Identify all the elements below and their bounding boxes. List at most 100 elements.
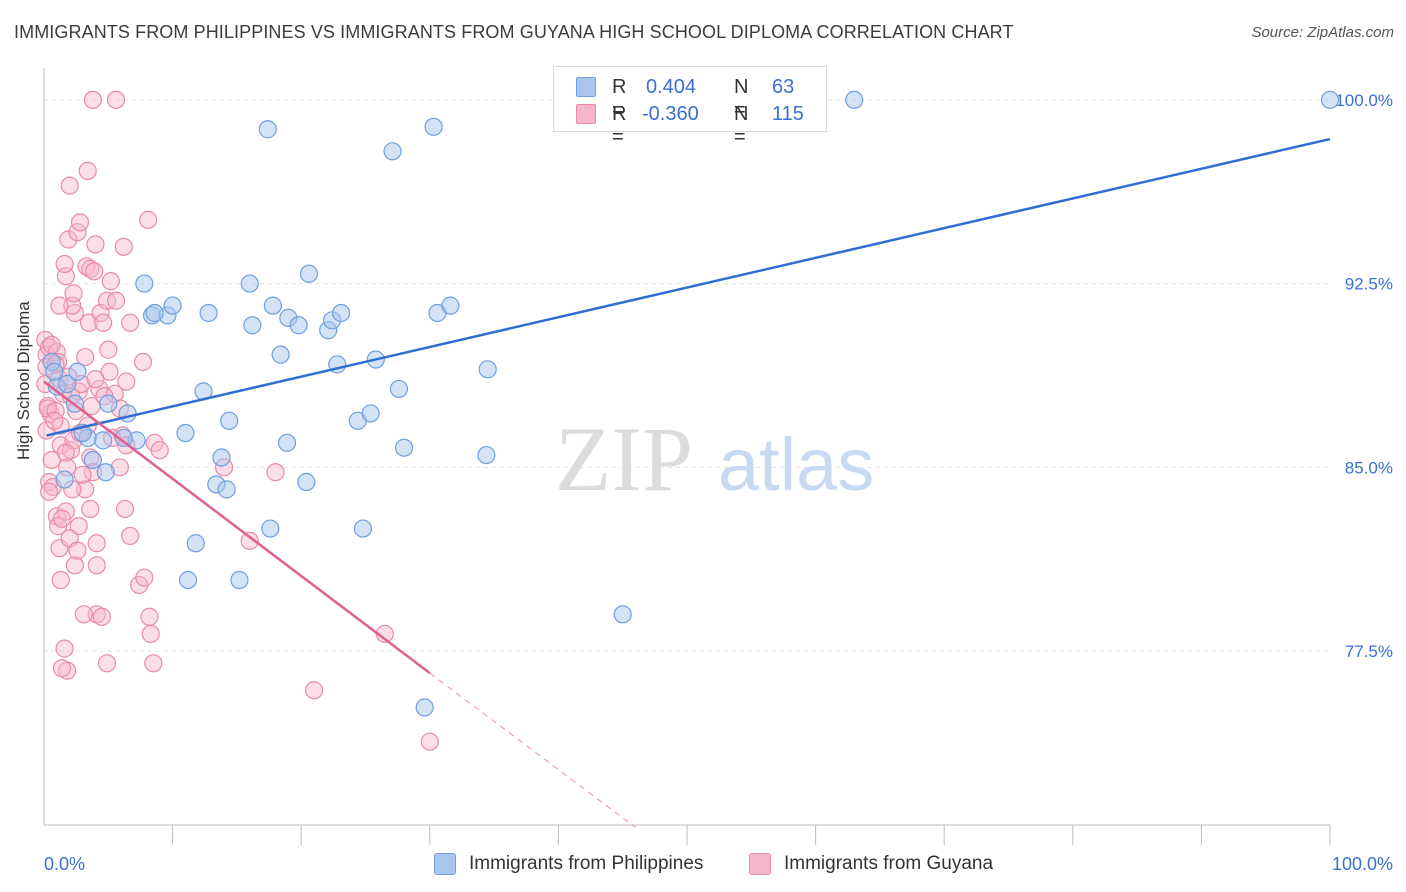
philippines-point	[96, 463, 115, 482]
guyana-point	[139, 210, 158, 229]
y-tick-label: 77.5%	[1345, 642, 1393, 661]
guyana-point	[97, 654, 117, 673]
correlation-legend: R = 0.404 N = 63 R = -0.360 N = 115	[553, 66, 827, 148]
guyana-point	[101, 272, 120, 291]
philippines-point	[353, 519, 373, 538]
philippines-point	[383, 142, 402, 161]
philippines-point	[277, 433, 297, 452]
y-tick-label: 100.0%	[1335, 91, 1393, 110]
guyana-point	[40, 482, 59, 501]
guyana-point	[60, 176, 79, 195]
guyana-point	[121, 526, 140, 546]
legend-r-label: R =	[612, 103, 627, 148]
philippines-point	[199, 303, 218, 323]
philippines-trend-line	[46, 137, 1331, 437]
guyana-point	[133, 352, 153, 372]
philippines-point	[68, 362, 87, 381]
philippines-point	[331, 303, 351, 323]
philippines-point	[289, 316, 308, 335]
legend-r-value: -0.360	[642, 103, 699, 125]
axes	[43, 68, 1331, 845]
guyana-point	[117, 372, 136, 391]
guyana-point	[68, 541, 87, 560]
philippines-point	[297, 472, 316, 492]
philippines-point	[271, 345, 290, 364]
philippines-point	[478, 360, 497, 379]
guyana-point	[99, 340, 118, 359]
philippines-point	[240, 274, 259, 293]
guyana-point	[85, 262, 104, 281]
philippines-point	[186, 534, 205, 553]
guyana-point	[70, 213, 90, 232]
guyana-trend-line	[43, 380, 431, 675]
guyana-point	[106, 90, 126, 109]
y-axis-label: High School Diploma	[14, 301, 33, 460]
guyana-point	[55, 254, 74, 274]
guyana-point	[114, 237, 133, 256]
philippines-point	[220, 411, 239, 430]
guyana-point	[74, 605, 93, 624]
legend-swatch-pink	[576, 104, 596, 124]
guyana-trend-extension	[429, 672, 636, 828]
guyana-point	[266, 463, 285, 482]
guyana-point	[65, 556, 84, 575]
guyana-point	[115, 499, 135, 519]
philippines-point	[212, 448, 231, 467]
philippines-point	[1320, 90, 1340, 109]
guyana-point	[304, 681, 324, 700]
guyana-point	[64, 284, 83, 303]
guyana-point	[240, 531, 259, 550]
legend-n-value: 63	[772, 76, 795, 98]
guyana-point	[135, 568, 154, 587]
guyana-point	[55, 639, 74, 658]
trend-lines	[43, 137, 1331, 828]
philippines-point	[83, 450, 102, 470]
philippines-point	[415, 698, 434, 717]
philippines-point	[230, 570, 249, 590]
philippines-point	[58, 374, 77, 394]
legend-swatch-blue	[576, 77, 596, 97]
guyana-point	[81, 499, 100, 519]
watermark-atlas: atlas	[718, 423, 874, 506]
bottom-legend-label: Immigrants from Philippines	[469, 853, 704, 874]
philippines-point	[114, 428, 133, 448]
guyana-point	[52, 659, 72, 678]
philippines-point	[243, 316, 262, 335]
bottom-legend-swatch-blue	[434, 853, 456, 875]
tick-labels: 77.5% 85.0% 92.5% 100.0% 0.0% 100.0%	[44, 91, 1393, 874]
philippines-point	[361, 404, 380, 423]
philippines-point	[55, 470, 74, 489]
philippines-point	[477, 445, 496, 465]
guyana-point	[65, 303, 84, 323]
legend-n-label: N =	[734, 76, 749, 121]
guyana-point	[94, 313, 113, 332]
philippines-point	[845, 90, 864, 109]
legend-n-label: N =	[734, 103, 749, 148]
philippines-point	[263, 296, 283, 315]
philippines-point	[261, 519, 280, 538]
legend-r-label: R =	[612, 76, 627, 121]
philippines-point	[258, 120, 277, 139]
guyana-point	[42, 335, 61, 354]
bottom-legend-label: Immigrants from Guyana	[784, 853, 994, 874]
philippines-point	[217, 480, 236, 499]
guyana-point	[144, 654, 163, 673]
philippines-point	[424, 117, 443, 136]
philippines-point	[99, 394, 118, 413]
guyana-point	[87, 534, 106, 553]
guyana-point	[121, 313, 140, 332]
guyana-point	[106, 291, 126, 310]
source-label: Source: ZipAtlas.com	[1251, 24, 1394, 41]
guyana-point	[140, 607, 159, 626]
guyana-point	[45, 411, 64, 430]
guyana-point	[141, 624, 160, 644]
philippines-point	[176, 423, 195, 443]
philippines-points	[42, 90, 1340, 717]
watermark-zip: ZIP	[555, 408, 693, 510]
philippines-point	[145, 303, 164, 323]
philippines-point	[135, 274, 154, 293]
philippines-point	[163, 296, 182, 315]
philippines-point	[178, 570, 198, 590]
philippines-point	[45, 362, 64, 381]
